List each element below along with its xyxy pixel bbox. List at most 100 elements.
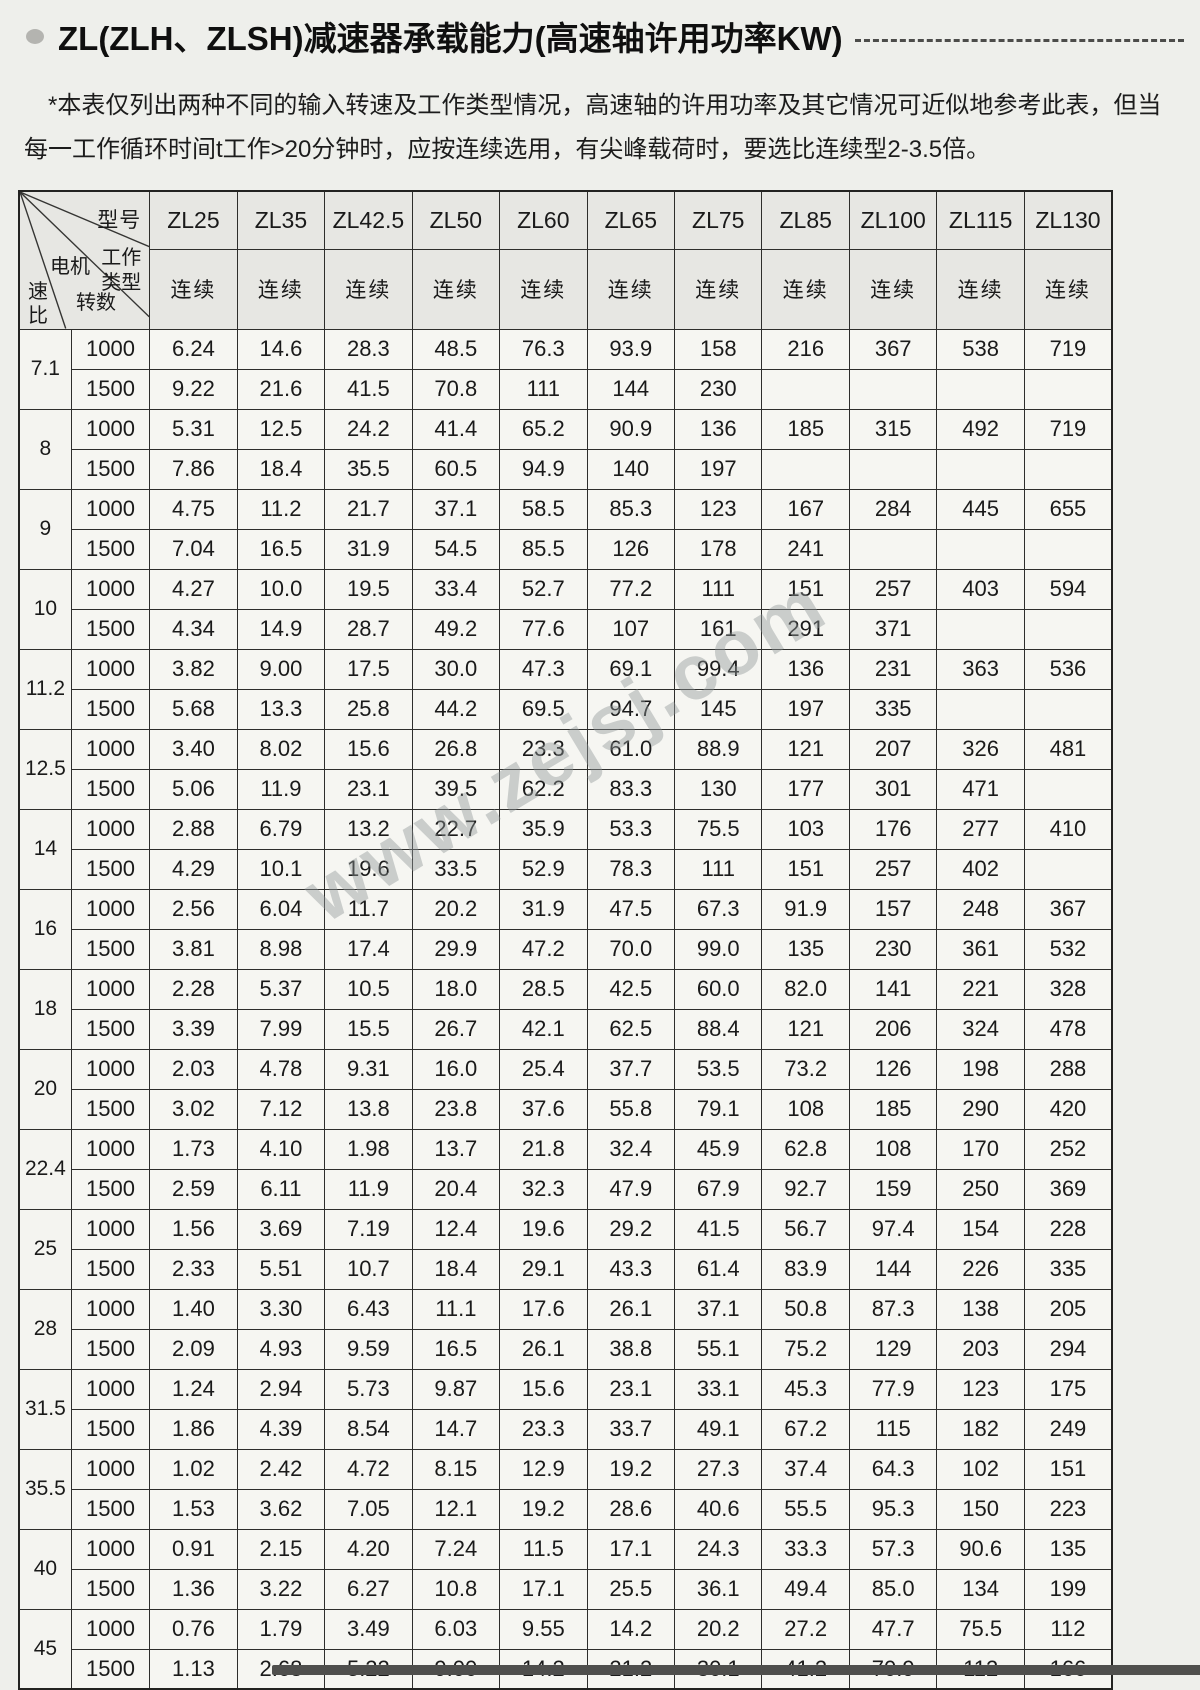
power-value-cell: 134 xyxy=(936,1568,1025,1610)
power-value-cell: 5.68 xyxy=(149,688,238,730)
power-value-cell: 144 xyxy=(586,368,676,410)
power-value-cell: 161 xyxy=(674,608,763,650)
speed-ratio-cell: 20 xyxy=(18,1048,72,1130)
power-value-cell: 33.3 xyxy=(761,1528,850,1570)
power-value-cell: 65.2 xyxy=(499,408,588,450)
power-value-cell: 55.5 xyxy=(761,1488,850,1530)
power-value-cell: 17.5 xyxy=(324,648,413,690)
motor-rpm-cell: 1000 xyxy=(70,808,151,850)
power-value-cell: 9.22 xyxy=(149,368,238,410)
power-value-cell: 37.1 xyxy=(674,1288,763,1330)
power-value-cell: 7.05 xyxy=(324,1488,413,1530)
power-value-cell: 75.2 xyxy=(761,1328,850,1370)
power-value-cell: 14.6 xyxy=(236,328,326,370)
power-value-cell: 2.94 xyxy=(236,1368,326,1410)
power-value-cell: 67.2 xyxy=(761,1408,850,1450)
power-value-cell: 4.93 xyxy=(236,1328,326,1370)
power-value-cell: 154 xyxy=(936,1208,1025,1250)
motor-rpm-cell: 1000 xyxy=(70,1448,151,1490)
power-value-cell: 12.1 xyxy=(411,1488,501,1530)
motor-rpm-cell: 1000 xyxy=(70,1608,151,1650)
power-value-cell: 257 xyxy=(848,568,938,610)
power-value-cell: 294 xyxy=(1023,1328,1113,1370)
power-value-cell: 18.4 xyxy=(411,1248,501,1290)
power-value-cell: 197 xyxy=(674,448,763,490)
power-value-cell: 151 xyxy=(1023,1448,1113,1490)
power-value-cell: 402 xyxy=(936,848,1025,890)
power-value-cell: 54.5 xyxy=(411,528,501,570)
power-value-cell: 2.42 xyxy=(236,1448,326,1490)
power-value-cell: 20.4 xyxy=(411,1168,501,1210)
power-value-cell: 30.0 xyxy=(411,648,501,690)
work-type-cell: 连续 xyxy=(499,248,588,330)
power-value-cell xyxy=(1023,448,1113,490)
power-value-cell: 102 xyxy=(936,1448,1025,1490)
motor-rpm-cell: 1500 xyxy=(70,448,151,490)
power-value-cell: 3.02 xyxy=(149,1088,238,1130)
power-value-cell: 23.3 xyxy=(499,1408,588,1450)
power-value-cell: 33.1 xyxy=(674,1368,763,1410)
power-value-cell: 7.04 xyxy=(149,528,238,570)
power-value-cell: 335 xyxy=(1023,1248,1113,1290)
power-value-cell: 136 xyxy=(674,408,763,450)
power-value-cell: 177 xyxy=(761,768,850,810)
power-value-cell: 8.98 xyxy=(236,928,326,970)
power-value-cell: 2.28 xyxy=(149,968,238,1010)
power-value-cell: 47.3 xyxy=(499,648,588,690)
power-value-cell: 23.3 xyxy=(499,728,588,770)
title-dashed-rule xyxy=(854,38,1184,42)
table-row: 1500 5.06 11.9 23.1 39.5 62.2 83.3 130 177 301 471 xyxy=(19,768,1113,810)
power-value-cell: 151 xyxy=(761,848,850,890)
model-column-header: ZL75 xyxy=(674,190,763,250)
power-value-cell: 1.79 xyxy=(236,1608,326,1650)
power-value-cell: 62.2 xyxy=(499,768,588,810)
power-value-cell: 24.2 xyxy=(324,408,413,450)
table-row: 1500 2.33 5.51 10.7 18.4 29.1 43.3 61.4 83.9 144 2… xyxy=(19,1248,1113,1290)
power-value-cell: 85.3 xyxy=(586,488,676,530)
speed-ratio-cell: 22.4 xyxy=(18,1128,72,1210)
power-value-cell: 25.4 xyxy=(499,1048,588,1090)
power-value-cell: 27.3 xyxy=(674,1448,763,1490)
power-value-cell: 23.8 xyxy=(411,1088,501,1130)
power-value-cell: 6.27 xyxy=(324,1568,413,1610)
power-value-cell: 2.15 xyxy=(236,1528,326,1570)
motor-rpm-cell: 1500 xyxy=(70,1008,151,1050)
power-value-cell: 26.7 xyxy=(411,1008,501,1050)
power-value-cell: 123 xyxy=(674,488,763,530)
power-value-cell: 60.5 xyxy=(411,448,501,490)
power-value-cell: 88.9 xyxy=(674,728,763,770)
power-value-cell xyxy=(848,448,938,490)
power-value-cell: 73.2 xyxy=(761,1048,850,1090)
power-value-cell: 478 xyxy=(1023,1008,1113,1050)
power-value-cell: 70.8 xyxy=(411,368,501,410)
table-row: 8 1000 5.31 12.5 24.2 41.4 65.2 90.9 136 185 315 49… xyxy=(18,408,1113,490)
power-value-cell: 21.6 xyxy=(236,368,326,410)
corner-diagonal-lines xyxy=(20,192,149,328)
power-value-cell: 10.7 xyxy=(324,1248,413,1290)
power-value-cell: 47.9 xyxy=(586,1168,676,1210)
power-value-cell: 32.4 xyxy=(586,1128,676,1170)
power-value-cell: 76.3 xyxy=(499,328,588,370)
power-value-cell: 87.3 xyxy=(848,1288,938,1330)
power-value-cell: 11.9 xyxy=(236,768,326,810)
power-value-cell: 37.1 xyxy=(411,488,501,530)
work-type-cell: 连续 xyxy=(674,248,763,330)
title-bullet-icon xyxy=(26,28,44,44)
table-row: 1500 5.68 13.3 25.8 44.2 69.5 94.7 145 197 335 xyxy=(19,688,1113,730)
power-value-cell: 216 xyxy=(761,328,850,370)
power-value-cell: 315 xyxy=(848,408,938,450)
power-value-cell: 4.29 xyxy=(149,848,238,890)
power-value-cell: 719 xyxy=(1023,328,1113,370)
power-value-cell: 57.3 xyxy=(848,1528,938,1570)
power-value-cell: 6.11 xyxy=(236,1168,326,1210)
power-value-cell: 1.56 xyxy=(149,1208,238,1250)
power-value-cell: 1.36 xyxy=(149,1568,238,1610)
motor-rpm-cell: 1500 xyxy=(70,1408,151,1450)
work-type-cell: 连续 xyxy=(848,248,938,330)
power-value-cell xyxy=(936,528,1025,570)
power-value-cell: 20.2 xyxy=(674,1608,763,1650)
power-value-cell: 49.1 xyxy=(674,1408,763,1450)
power-value-cell: 16.0 xyxy=(411,1048,501,1090)
power-value-cell: 326 xyxy=(936,728,1025,770)
motor-rpm-cell: 1000 xyxy=(70,728,151,770)
